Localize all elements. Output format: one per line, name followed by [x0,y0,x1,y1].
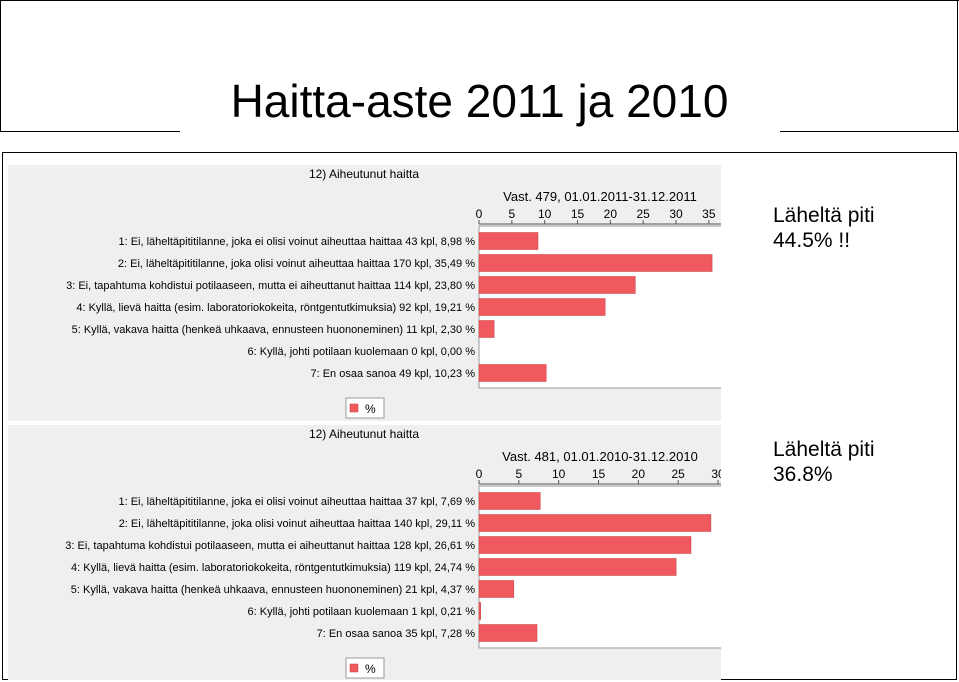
x-tick-label-2010-2: 10 [552,467,566,481]
category-label-2010-3: 4: Kyllä, lievä haitta (esim. laboratori… [71,562,475,574]
category-label-2010-4: 5: Kyllä, vakava haitta (henkeä uhkaava,… [71,584,475,596]
right-border-line [957,0,958,132]
category-label-2010-5: 6: Kyllä, johti potilaan kuolemaan 1 kpl… [248,606,476,618]
chart-2011: 12) Aiheutunut haitta Vast. 479, 01.01.20… [66,167,721,419]
note-2010-line1: Läheltä piti [773,438,875,461]
x-tick-label-2011-1: 5 [508,207,515,221]
slide-title: Haitta-aste 2011 ja 2010 [230,75,729,127]
title-underline-right [780,131,959,132]
title-underline [0,131,180,132]
category-label-2010-2: 3: Ei, tapahtuma kohdistui potilaaseen, … [65,540,475,552]
chart-title-2010: 12) Aiheutunut haitta [309,427,419,441]
note-2010: Läheltä piti 36.8% [773,437,875,487]
x-tick-label-2010-6: 30 [711,467,721,481]
bar-2010-5 [478,602,481,620]
note-2011-line2: 44.5% !! [773,229,851,252]
x-tick-label-2011-0: 0 [476,207,483,221]
note-2011-line1: Läheltä piti [773,204,875,227]
legend-box-2010 [345,657,385,679]
chart-2010: 12) Aiheutunut haitta Vast. 481, 01.01.20… [65,427,721,679]
x-tick-label-2011-7: 35 [702,207,716,221]
chart-subtitle-2010: Vast. 481, 01.01.2010-31.12.2010 [502,449,698,464]
x-tick-label-2011-5: 25 [637,207,651,221]
bar-2011-2 [478,276,636,294]
bar-2011-4 [478,320,495,338]
bar-2010-4 [478,580,515,598]
bar-2010-2 [478,536,692,554]
category-label-2011-4: 5: Kyllä, vakava haitta (henkeä uhkaava,… [72,324,476,336]
x-tick-label-2010-4: 20 [632,467,646,481]
bar-2010-3 [478,558,677,576]
x-tick-label-2010-3: 15 [592,467,606,481]
category-label-2011-5: 6: Kyllä, johti potilaan kuolemaan 0 kpl… [248,346,476,358]
note-2011: Läheltä piti 44.5% !! [773,203,875,253]
x-tick-label-2011-3: 15 [571,207,585,221]
bar-2010-1 [478,514,712,532]
legend-swatch-2011 [349,403,359,413]
chart-title-2011: 12) Aiheutunut haitta [309,167,419,181]
left-border-line [0,0,1,132]
category-label-2011-6: 7: En osaa sanoa 49 kpl, 10,23 % [310,368,475,380]
legend-swatch-2010 [349,663,359,673]
top-border-line [0,0,959,1]
category-label-2010-0: 1: Ei, läheltäpititilanne, joka ei olisi… [118,496,475,508]
bar-2010-0 [478,492,541,510]
x-tick-label-2011-2: 10 [538,207,552,221]
bar-2010-6 [478,624,538,642]
chart-subtitle-2011: Vast. 479, 01.01.2011-31.12.2011 [503,189,697,204]
legend-label-2011: % [365,402,376,416]
category-label-2011-0: 1: Ei, läheltäpititilanne, joka ei olisi… [118,236,475,248]
category-label-2010-6: 7: En osaa sanoa 35 kpl, 7,28 % [317,628,476,640]
bar-2011-1 [478,254,713,272]
note-2010-line2: 36.8% [773,463,833,486]
category-label-2011-2: 3: Ei, tapahtuma kohdistui potilaaseen, … [66,280,475,292]
x-tick-label-2011-6: 30 [669,207,683,221]
category-label-2011-3: 4: Kyllä, lievä haitta (esim. laboratori… [76,302,475,314]
chart-panel-2010: 12) Aiheutunut haitta Vast. 481, 01.01.20… [8,425,721,680]
bar-2011-0 [478,232,539,250]
bar-2011-6 [478,364,547,382]
legend-box-2011 [345,397,385,419]
bar-2011-3 [478,298,606,316]
x-tick-label-2010-5: 25 [672,467,686,481]
chart-panel-2011: 12) Aiheutunut haitta Vast. 479, 01.01.20… [8,165,721,421]
x-tick-label-2010-0: 0 [476,467,483,481]
legend-label-2010: % [365,662,376,676]
x-tick-label-2010-1: 5 [515,467,522,481]
category-label-2011-1: 2: Ei, läheltäpititilanne, joka olisi vo… [118,258,475,270]
category-label-2010-1: 2: Ei, läheltäpititilanne, joka olisi vo… [119,518,476,530]
x-tick-label-2011-4: 20 [604,207,618,221]
